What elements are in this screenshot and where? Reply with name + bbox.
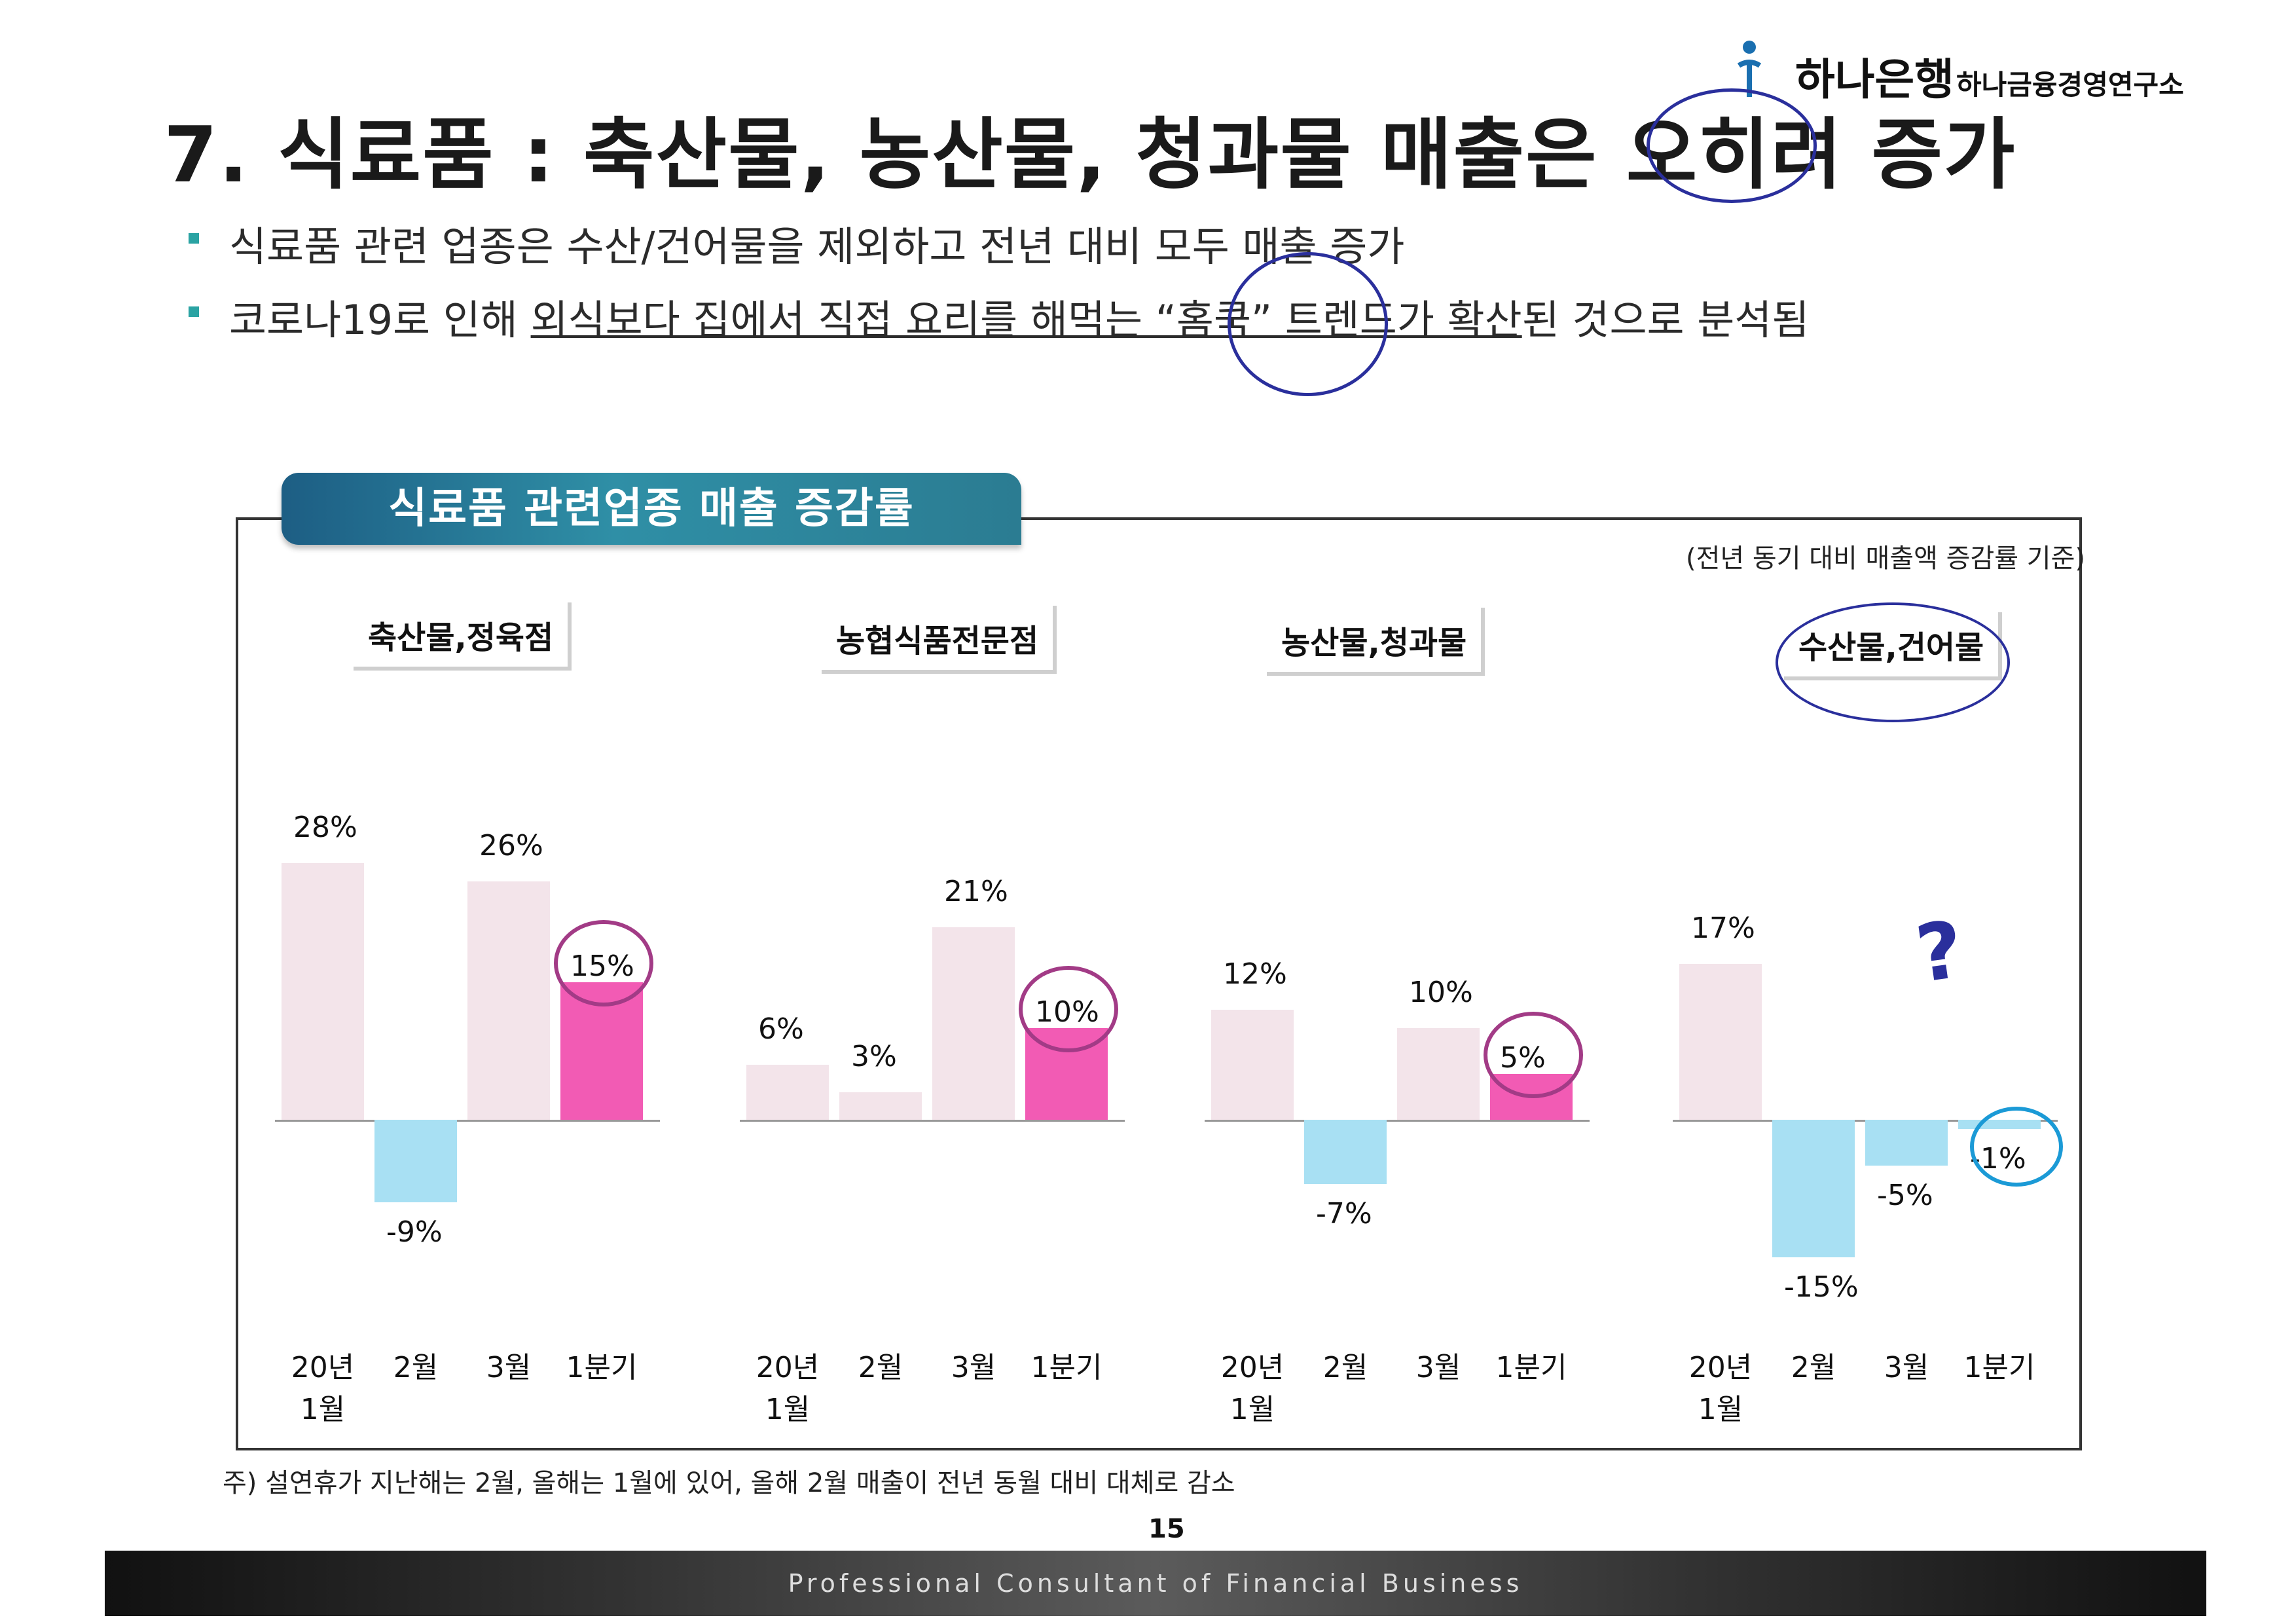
chart-title: 식료품 관련업종 매출 증감률 (282, 473, 1021, 545)
bullet-1-text: 식료품 관련 업종은 수산/건어물을 제외하고 전년 대비 모두 매출 증가 (229, 223, 1405, 270)
bullet-2: 코로나19로 인해 외식보다 집에서 직접 요리를 해먹는 “홈쿡” 트렌드가 … (188, 287, 1810, 346)
bullet-2-prefix: 코로나19로 인해 (229, 296, 531, 344)
footer-banner: Professional Consultant of Financial Bus… (105, 1551, 2206, 1616)
institute-name: 하나금융경영연구소 (1956, 69, 2184, 101)
homecook-annotation-ring (1228, 252, 1388, 396)
category-label-1: 농협식품전문점 (822, 606, 1057, 674)
category-label-0: 축산물,정육점 (354, 602, 572, 671)
bullet-2-suffix: 된 것으로 분석됨 (1522, 296, 1810, 344)
footnote: 주) 설연휴가 지난해는 2월, 올해는 1월에 있어, 올해 2월 매출이 전… (223, 1468, 1235, 1498)
chart-frame (236, 517, 2082, 1450)
chart-basis-note: (전년 동기 대비 매출액 증감률 기준) (1686, 544, 2085, 574)
page-number: 15 (1148, 1514, 1185, 1544)
category-label-2: 농산물,청과물 (1267, 608, 1485, 676)
title-annotation-ring (1647, 88, 1817, 203)
category-annotation-ring (1776, 602, 2010, 722)
bullet-1: 식료품 관련 업종은 수산/건어물을 제외하고 전년 대비 모두 매출 증가 (188, 213, 1405, 272)
bank-name: 하나은행 (1795, 54, 1954, 105)
